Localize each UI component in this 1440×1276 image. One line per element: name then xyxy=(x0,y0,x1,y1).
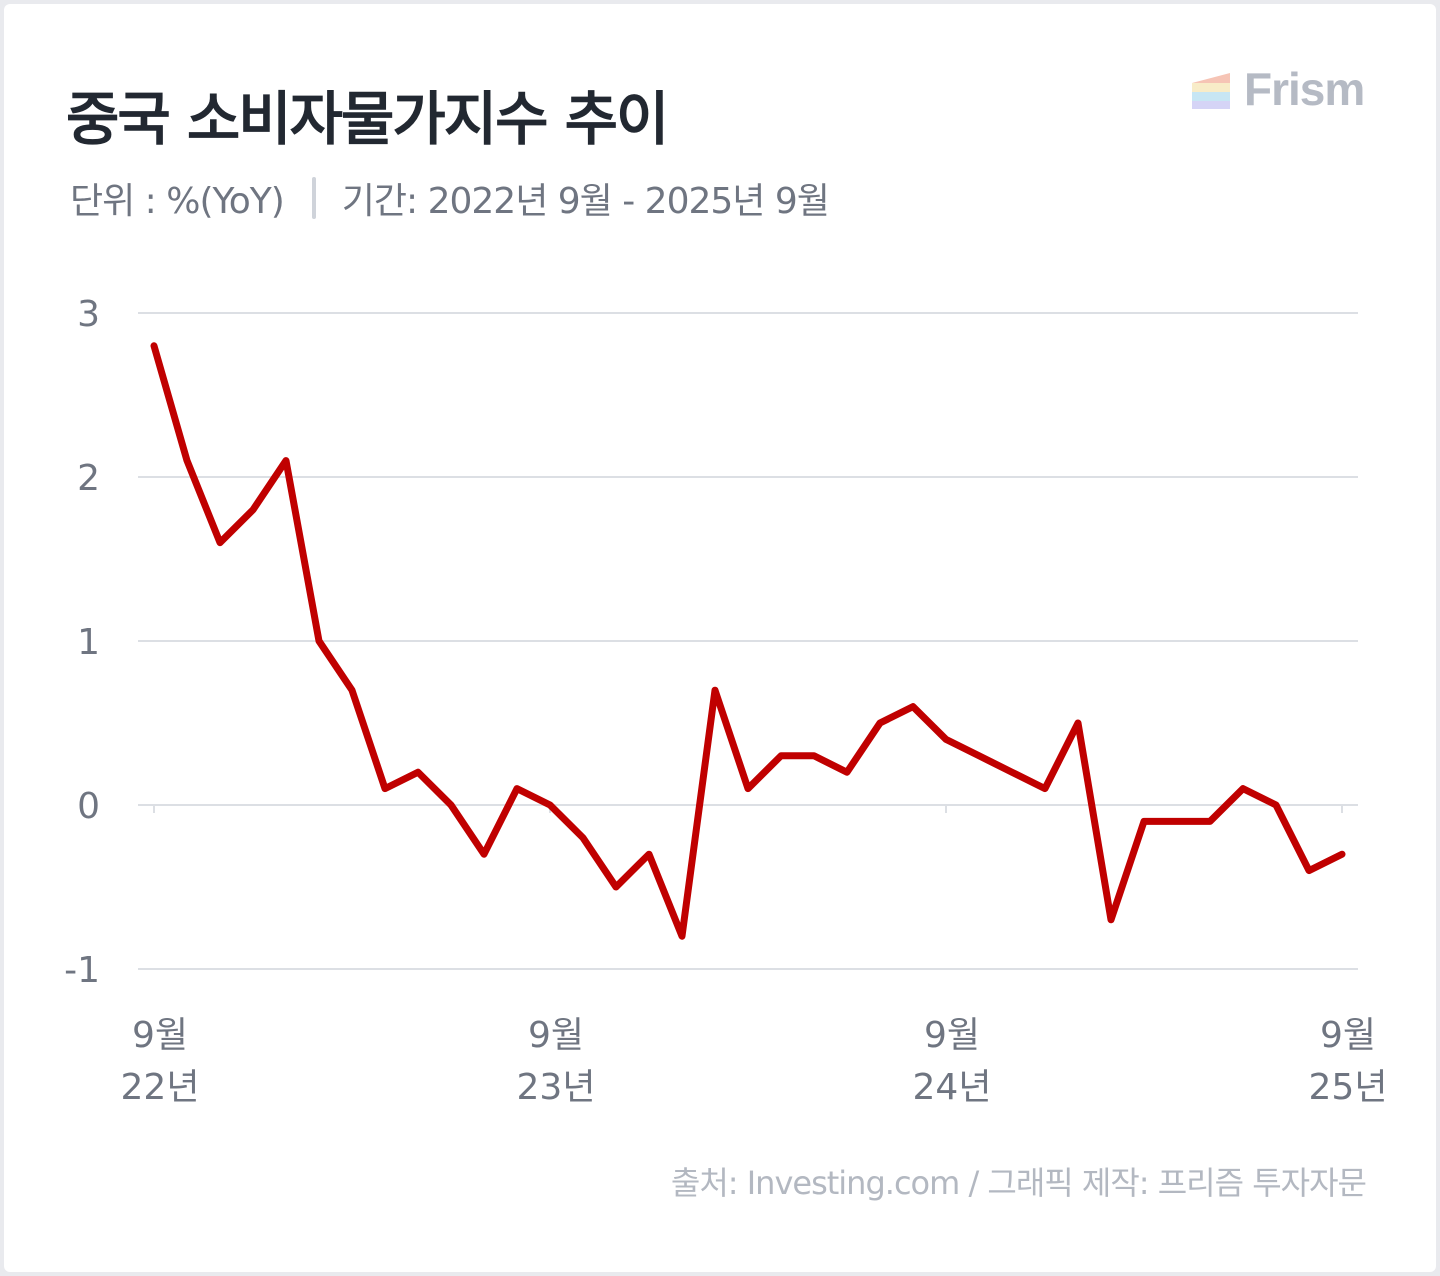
y-tick-label: 2 xyxy=(77,458,100,499)
series-line xyxy=(150,342,1346,940)
period-label: 기간: 2022년 9월 - 2025년 9월 xyxy=(341,181,830,222)
x-tick-month: 9월 xyxy=(132,1015,188,1056)
subtitle-divider xyxy=(311,177,316,219)
x-tick-year: 23년 xyxy=(517,1067,596,1108)
source-credit: 출처: Investing.com / 그래픽 제작: 프리즘 투자자문 xyxy=(670,1164,1367,1202)
x-tick-year: 24년 xyxy=(913,1067,992,1108)
unit-label: 단위 : %(YoY) xyxy=(70,181,285,222)
x-tick-month: 9월 xyxy=(924,1015,980,1056)
x-tick-month: 9월 xyxy=(1320,1015,1376,1056)
brand-logo: Frism xyxy=(1190,62,1365,116)
chart-card xyxy=(4,4,1436,1272)
y-tick-label: 0 xyxy=(77,786,100,827)
x-tick-month: 9월 xyxy=(528,1015,584,1056)
y-tick-label: 1 xyxy=(77,622,100,663)
y-tick-label: -1 xyxy=(64,950,100,991)
chart-subtitle: 단위 : %(YoY) 기간: 2022년 9월 - 2025년 9월 xyxy=(70,172,830,224)
page-title: 중국 소비자물가지수 추이 xyxy=(66,85,669,153)
x-tick-year: 25년 xyxy=(1309,1067,1388,1108)
frism-logo-icon xyxy=(1192,73,1230,109)
x-tick-year: 22년 xyxy=(121,1067,200,1108)
brand-name: Frism xyxy=(1244,63,1365,115)
y-tick-label: 3 xyxy=(77,294,100,335)
